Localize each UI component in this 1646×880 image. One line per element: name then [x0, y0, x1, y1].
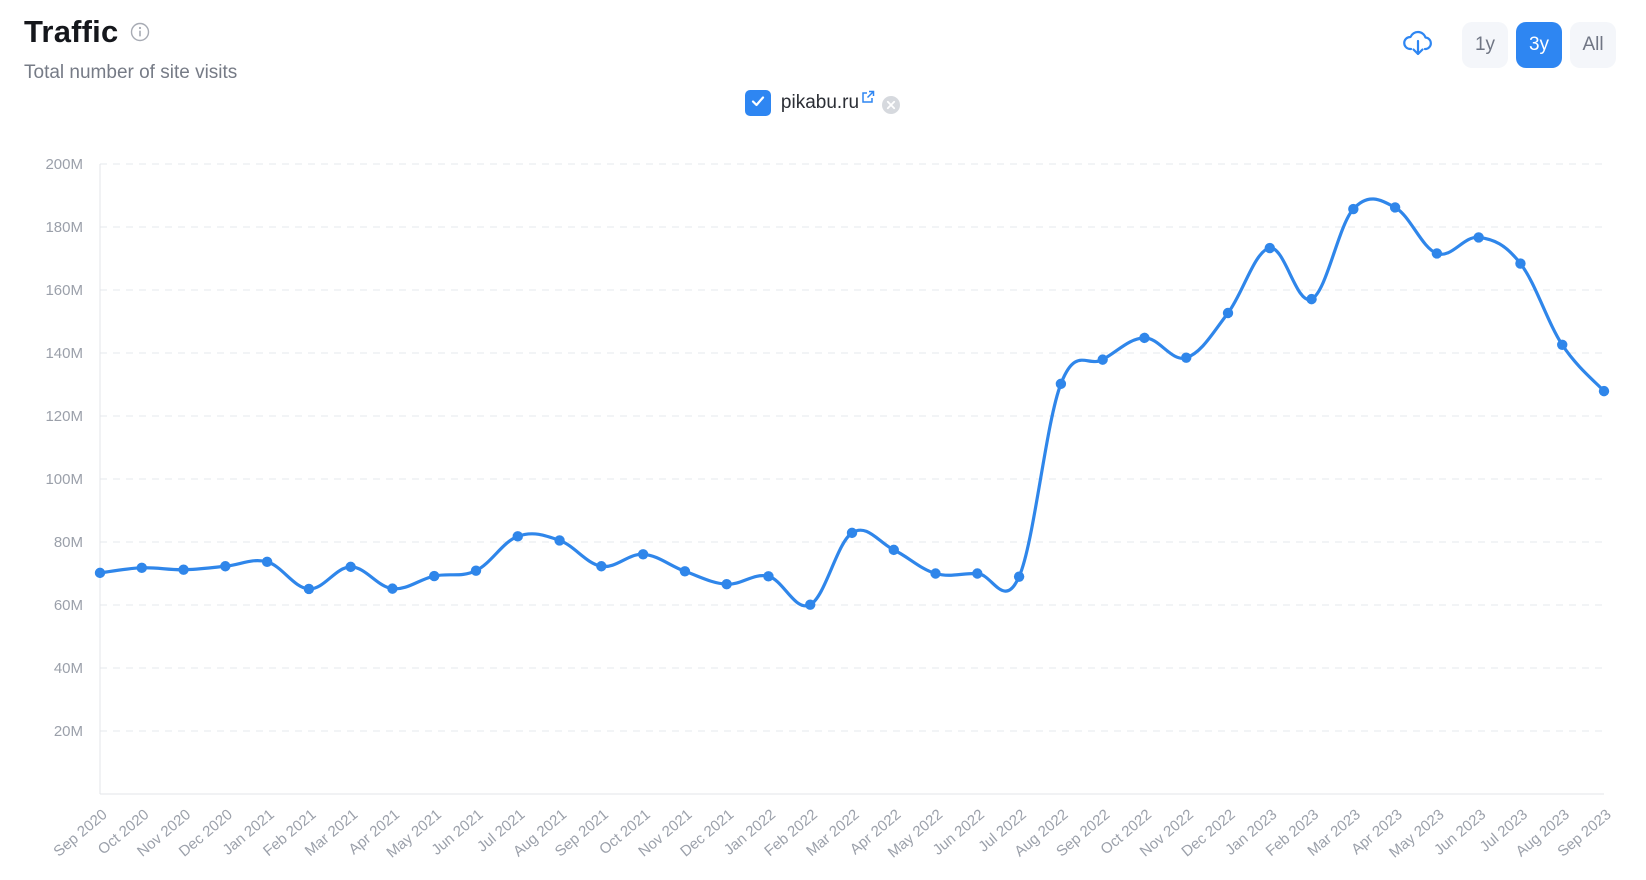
- data-point[interactable]: [554, 535, 565, 546]
- data-point[interactable]: [303, 583, 315, 595]
- data-point[interactable]: [763, 571, 774, 582]
- data-point[interactable]: [1181, 352, 1192, 363]
- y-tick-label: 120M: [45, 408, 83, 425]
- grid-lines: [100, 163, 1604, 732]
- data-point[interactable]: [1515, 258, 1526, 269]
- title-row: Traffic: [24, 14, 237, 50]
- data-point[interactable]: [429, 570, 440, 582]
- data-point[interactable]: [345, 561, 356, 573]
- series-pikabu: [94, 197, 1610, 610]
- download-button[interactable]: [1396, 23, 1440, 67]
- range-all-button[interactable]: All: [1570, 22, 1616, 68]
- data-point[interactable]: [1557, 339, 1568, 351]
- data-point[interactable]: [888, 544, 899, 556]
- data-point[interactable]: [1431, 248, 1443, 259]
- data-point[interactable]: [470, 565, 482, 576]
- y-tick-label: 160M: [45, 282, 83, 299]
- y-tick-label: 100M: [45, 471, 83, 488]
- page-title: Traffic: [24, 14, 119, 49]
- chart-controls: 1y 3y All: [1396, 22, 1616, 68]
- data-point[interactable]: [1139, 332, 1150, 344]
- y-tick-label: 140M: [45, 345, 83, 362]
- cloud-download-icon: [1403, 29, 1433, 62]
- data-point[interactable]: [972, 568, 983, 579]
- legend-site-label: pikabu.ru: [780, 92, 860, 113]
- range-1y-button[interactable]: 1y: [1462, 22, 1508, 68]
- remove-series-icon[interactable]: [881, 95, 901, 115]
- y-tick-label: 60M: [54, 597, 83, 614]
- y-tick-label: 200M: [45, 156, 83, 173]
- y-tick-label: 20M: [54, 723, 83, 740]
- data-point[interactable]: [220, 561, 231, 572]
- data-point[interactable]: [846, 527, 858, 539]
- data-point[interactable]: [721, 579, 732, 590]
- data-point[interactable]: [1222, 307, 1234, 319]
- data-point[interactable]: [637, 549, 649, 560]
- legend-item: pikabu.ru: [744, 90, 901, 116]
- series-checkbox[interactable]: [744, 90, 771, 116]
- data-point[interactable]: [1598, 385, 1610, 397]
- data-point[interactable]: [387, 583, 398, 594]
- checkmark-icon: [750, 93, 766, 114]
- data-point[interactable]: [596, 561, 607, 572]
- data-point[interactable]: [261, 556, 273, 568]
- data-point[interactable]: [512, 531, 523, 542]
- data-point[interactable]: [1389, 202, 1401, 213]
- data-point[interactable]: [805, 599, 816, 610]
- data-point[interactable]: [1348, 203, 1359, 215]
- external-link-icon[interactable]: [861, 90, 875, 104]
- y-tick-label: 40M: [54, 660, 83, 677]
- data-point[interactable]: [136, 562, 147, 574]
- series-line: [98, 197, 1606, 608]
- range-3y-button[interactable]: 3y: [1516, 22, 1562, 68]
- data-point[interactable]: [1055, 378, 1067, 390]
- info-icon[interactable]: [130, 22, 150, 42]
- data-point[interactable]: [930, 568, 941, 579]
- data-point[interactable]: [1473, 232, 1484, 243]
- data-point[interactable]: [679, 566, 691, 577]
- chart-header: Traffic Total number of site visits: [24, 14, 237, 84]
- data-point[interactable]: [1097, 354, 1108, 365]
- data-point[interactable]: [178, 564, 189, 575]
- y-axis-ticks: 20M 40M 60M 80M 100M 120M 140M 160M 180M 200M: [45, 156, 83, 740]
- data-point[interactable]: [1306, 293, 1317, 305]
- data-point[interactable]: [94, 567, 106, 579]
- data-point[interactable]: [1264, 242, 1275, 254]
- page-subtitle: Total number of site visits: [24, 62, 238, 83]
- chart-legend: pikabu.ru: [0, 90, 1646, 116]
- data-point[interactable]: [1013, 571, 1025, 582]
- y-tick-label: 180M: [45, 219, 83, 236]
- y-tick-label: 80M: [54, 534, 83, 551]
- chart-axes: [99, 164, 1604, 795]
